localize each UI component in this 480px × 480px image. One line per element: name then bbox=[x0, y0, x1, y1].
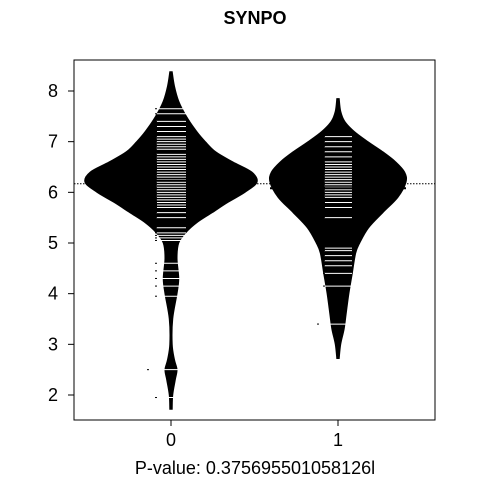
bean-1 bbox=[268, 98, 408, 360]
x-tick-label-1: 1 bbox=[333, 430, 343, 450]
bean-density-1 bbox=[268, 98, 408, 360]
plot-frame bbox=[73, 59, 436, 421]
bean-0 bbox=[84, 71, 258, 410]
y-tick-label-8: 8 bbox=[48, 81, 58, 101]
y-tick-label-2: 2 bbox=[48, 385, 58, 405]
chart-title: SYNPO bbox=[223, 8, 286, 28]
y-tick-label-7: 7 bbox=[48, 132, 58, 152]
x-axis-label: P-value: 0.375695501058126l bbox=[135, 458, 375, 478]
y-tick-label-4: 4 bbox=[48, 284, 58, 304]
y-tick-label-5: 5 bbox=[48, 233, 58, 253]
plot-area bbox=[74, 71, 435, 410]
x-tick-label-0: 0 bbox=[166, 430, 176, 450]
y-tick-label-3: 3 bbox=[48, 334, 58, 354]
y-tick-label-6: 6 bbox=[48, 182, 58, 202]
axes: 2 3 4 5 6 7 8 0 1 bbox=[48, 81, 343, 450]
